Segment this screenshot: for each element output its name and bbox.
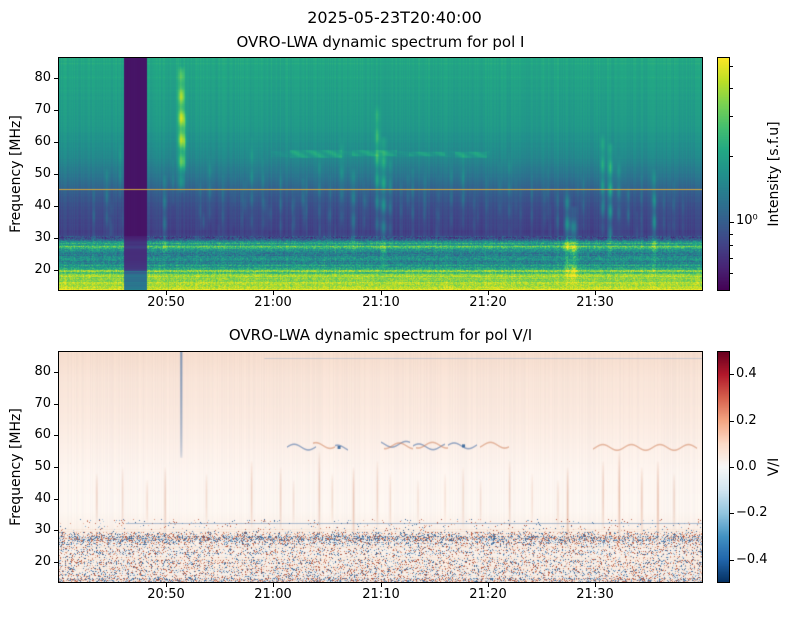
pol-vi-colorbar-tick — [730, 513, 734, 514]
pol-vi-colorbar-label: V/I — [766, 457, 782, 477]
pol-i-ytick — [54, 270, 58, 271]
pol-vi-ytick-label: 70 — [34, 396, 51, 411]
pol-i-colorbar-label: Intensity [s.f.u] — [766, 121, 782, 227]
pol-vi-ytick-label: 50 — [34, 459, 51, 474]
pol-i-ytick — [54, 174, 58, 175]
figure-suptitle: 2025-05-23T20:40:00 — [307, 8, 482, 27]
pol-vi-ytick — [54, 562, 58, 563]
pol-vi-colorbar-tick — [730, 374, 734, 375]
pol-i-title: OVRO-LWA dynamic spectrum for pol I — [236, 33, 525, 51]
pol-i-xtick — [273, 291, 274, 295]
pol-vi-xtick-label: 21:30 — [576, 587, 614, 602]
pol-vi-colorbar-tick-label: 0.2 — [736, 413, 757, 428]
pol-vi-ytick — [54, 372, 58, 373]
pol-i-ytick-label: 40 — [34, 198, 51, 213]
pol-i-xtick — [381, 291, 382, 295]
pol-vi-xtick-label: 21:10 — [362, 587, 400, 602]
pol-vi-ytick — [54, 404, 58, 405]
pol-i-xtick — [488, 291, 489, 295]
pol-vi-xtick-label: 21:20 — [469, 587, 507, 602]
pol-vi-ytick — [54, 530, 58, 531]
pol-i-ytick-label: 30 — [34, 230, 51, 245]
pol-i-colorbar-minor-tick — [730, 156, 733, 157]
pol-vi-ytick-label: 20 — [34, 554, 51, 569]
pol-i-spectrogram — [58, 57, 703, 291]
pol-vi-ytick — [54, 435, 58, 436]
pol-vi-colorbar — [717, 351, 730, 583]
pol-vi-xtick — [381, 583, 382, 587]
pol-vi-spectrogram — [58, 351, 703, 583]
pol-vi-xtick — [595, 583, 596, 587]
pol-i-colorbar-minor-tick — [730, 66, 733, 67]
pol-i-xtick-label: 20:50 — [147, 295, 185, 310]
pol-i-colorbar-minor-tick — [730, 116, 733, 117]
pol-i-ytick-label: 20 — [34, 262, 51, 277]
pol-i-ytick-label: 50 — [34, 166, 51, 181]
pol-i-ytick — [54, 238, 58, 239]
pol-vi-xtick — [488, 583, 489, 587]
pol-vi-ytick-label: 60 — [34, 427, 51, 442]
pol-vi-colorbar-tick-label: −0.4 — [736, 552, 768, 567]
pol-i-ytick — [54, 206, 58, 207]
pol-vi-ytick — [54, 499, 58, 500]
pol-i-xtick-label: 21:10 — [362, 295, 400, 310]
pol-i-ytick-label: 70 — [34, 102, 51, 117]
pol-vi-colorbar-tick-label: 0.4 — [736, 366, 757, 381]
pol-i-ytick — [54, 110, 58, 111]
pol-i-xtick — [166, 291, 167, 295]
pol-vi-colorbar-tick-label: −0.2 — [736, 505, 768, 520]
pol-i-xtick — [595, 291, 596, 295]
pol-i-xtick-label: 21:20 — [469, 295, 507, 310]
pol-i-colorbar-minor-tick — [730, 88, 733, 89]
pol-i-ytick-label: 60 — [34, 134, 51, 149]
pol-i-xtick-label: 21:30 — [576, 295, 614, 310]
pol-i-colorbar-minor-tick — [730, 245, 733, 246]
pol-vi-ytick-label: 80 — [34, 364, 51, 379]
pol-i-colorbar-minor-tick — [730, 258, 733, 259]
pol-i-ytick — [54, 142, 58, 143]
pol-vi-colorbar-tick-label: 0.0 — [736, 459, 757, 474]
pol-vi-ytick-label: 30 — [34, 522, 51, 537]
pol-vi-colorbar-tick — [730, 421, 734, 422]
pol-i-colorbar — [717, 57, 730, 291]
pol-vi-xtick-label: 20:50 — [147, 587, 185, 602]
pol-i-colorbar-minor-tick — [730, 234, 733, 235]
pol-vi-colorbar-tick — [730, 560, 734, 561]
pol-vi-ytick — [54, 467, 58, 468]
pol-vi-ytick-label: 40 — [34, 491, 51, 506]
pol-vi-xtick-label: 21:00 — [254, 587, 292, 602]
pol-i-colorbar-major-tick — [730, 222, 734, 223]
pol-i-colorbar-tick-label: 10⁰ — [736, 213, 758, 228]
pol-vi-title: OVRO-LWA dynamic spectrum for pol V/I — [228, 326, 533, 344]
pol-vi-colorbar-tick — [730, 467, 734, 468]
pol-vi-xtick — [166, 583, 167, 587]
pol-i-ytick-label: 80 — [34, 70, 51, 85]
pol-i-colorbar-minor-tick — [730, 273, 733, 274]
pol-i-ytick — [54, 78, 58, 79]
pol-i-xtick-label: 21:00 — [254, 295, 292, 310]
pol-vi-xtick — [273, 583, 274, 587]
